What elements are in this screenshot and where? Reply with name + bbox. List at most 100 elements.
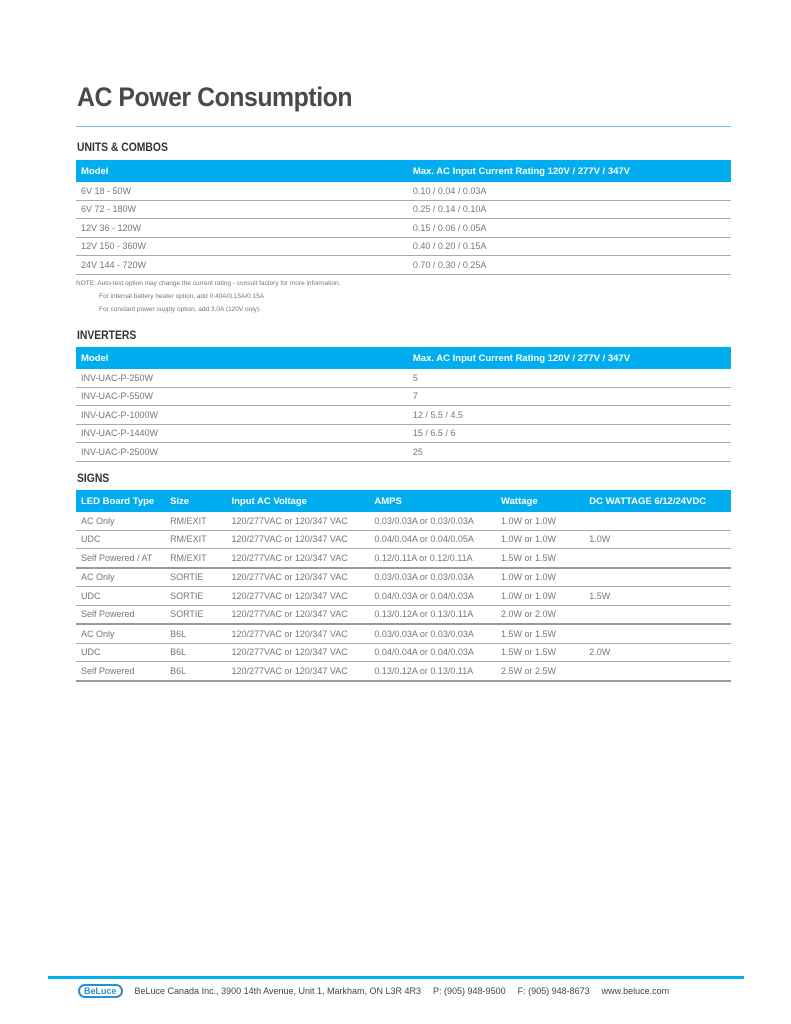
table-cell: 1.0W or 1.0W [496,567,585,587]
table-cell [584,548,731,569]
table-cell: AC Only [76,512,166,531]
table-row: Self Powered SORTIE 120/277VAC or 120/347 … [76,605,731,625]
table-cell: B6L [165,661,227,682]
table-cell: 120/277VAC or 120/347 VAC [226,624,370,644]
column-header: Input AC Voltage [226,490,370,512]
table-cell: 0.25 / 0.14 / 0.10A [407,200,731,219]
page-title: AC Power Consumption [77,82,353,112]
table-cell: 0.04/0.04A or 0.04/0.05A [369,530,497,549]
table-row: 12V 150 - 360W 0.40 / 0.20 / 0.15A [76,237,731,256]
table-row: AC Only RM/EXIT 120/277VAC or 120/347 VAC 0… [76,512,731,531]
table-cell: 1.5W [584,586,731,606]
inverters-heading: INVERTERS [77,330,137,342]
table-cell: SORTIE [165,586,227,606]
table-row: INV-UAC-P-1000W 12 / 5.5 / 4.5 [76,405,731,425]
table-cell: 1.0W or 1.0W [496,530,585,549]
table-cell: 0.03/0.03A or 0.03/0.03A [369,624,497,644]
table-cell: UDC [76,530,166,549]
column-header: LED Board Type [76,490,166,512]
note-line: For internal battery heater option, add … [99,293,265,300]
table-cell: 0.15 / 0.06 / 0.05A [407,218,731,238]
table-cell: 6V 72 - 180W [76,200,408,219]
table-cell: AC Only [76,624,166,644]
table-cell: 2.0W [584,643,731,662]
table-cell: 120/277VAC or 120/347 VAC [226,530,370,549]
table-cell: 0.04/0.04A or 0.04/0.03A [369,643,497,662]
column-header: Model [76,347,408,369]
column-header: Model [76,160,408,182]
signs-heading: SIGNS [77,473,110,485]
table-cell: 24V 144 - 720W [76,255,408,275]
table-cell: 1.0W or 1.0W [496,512,585,531]
table-cell [584,567,731,587]
note-line: NOTE: Auto-test option may change the cu… [76,280,341,287]
footer-website[interactable]: www.beluce.com [601,986,670,996]
note-line: For constant power supply option, add 3.… [99,306,261,313]
table-cell: INV-UAC-P-2500W [76,442,408,462]
table-row: UDC RM/EXIT 120/277VAC or 120/347 VAC 0.04/… [76,530,731,549]
footer-divider [48,976,744,979]
table-cell: 0.03/0.03A or 0.03/0.03A [369,567,497,587]
table-cell: 0.40 / 0.20 / 0.15A [407,237,731,256]
table-cell: UDC [76,586,166,606]
footer-address: BeLuce Canada Inc., 3900 14th Avenue, Un… [134,986,422,996]
signs-table: LED Board Type Size Input AC Voltage AMPS Wa… [76,490,731,682]
table-cell [584,605,731,625]
table-cell: 120/277VAC or 120/347 VAC [226,661,370,682]
table-cell: 2.5W or 2.5W [496,661,585,682]
table-cell: 25 [407,442,731,462]
table-cell: Self Powered [76,605,166,625]
table-cell: 1.0W or 1.0W [496,586,585,606]
table-cell: RM/EXIT [165,512,227,531]
table-cell: 1.5W or 1.5W [496,643,585,662]
table-cell: 120/277VAC or 120/347 VAC [226,643,370,662]
table-cell: B6L [165,624,227,644]
table-cell: SORTIE [165,567,227,587]
table-cell: 12V 150 - 360W [76,237,408,256]
table-cell: RM/EXIT [165,530,227,549]
beluce-logo: BeLuce [78,984,123,998]
table-cell: INV-UAC-P-250W [76,369,408,388]
table-cell: 6V 18 - 50W [76,182,408,201]
footer-phone: P: (905) 948-9500 [433,986,506,996]
table-cell: 120/277VAC or 120/347 VAC [226,586,370,606]
table-row: AC Only SORTIE 120/277VAC or 120/347 VAC 0.… [76,567,731,587]
table-cell: 1.5W or 1.5W [496,548,585,569]
table-cell: 120/277VAC or 120/347 VAC [226,512,370,531]
table-row: Self Powered B6L 120/277VAC or 120/347 VAC… [76,661,731,682]
table-cell: 12V 36 - 120W [76,218,408,238]
table-cell: 12 / 5.5 / 4.5 [407,405,731,425]
table-cell: AC Only [76,567,166,587]
footer: BeLuce BeLuce Canada Inc., 3900 14th Ave… [78,984,669,998]
table-row: UDC SORTIE 120/277VAC or 120/347 VAC 0.04/0… [76,586,731,606]
table-cell: SORTIE [165,605,227,625]
column-header: DC WATTAGE 6/12/24VDC [584,490,731,512]
table-cell: 0.03/0.03A or 0.03/0.03A [369,512,497,531]
column-header: Max. AC Input Current Rating 120V / 277V… [407,347,731,369]
table-row: UDC B6L 120/277VAC or 120/347 VAC 0.04/0.04… [76,643,731,662]
table-cell: 1.0W [584,530,731,549]
table-row: 24V 144 - 720W 0.70 / 0.30 / 0.25A [76,255,731,275]
table-cell: 0.70 / 0.30 / 0.25A [407,255,731,275]
column-header: Wattage [496,490,585,512]
table-row: 6V 72 - 180W 0.25 / 0.14 / 0.10A [76,200,731,219]
table-cell: Self Powered / AT [76,548,166,569]
header-row: LED Board Type Size Input AC Voltage AMPS Wa… [76,490,731,512]
table-row: 6V 18 - 50W 0.10 / 0.04 / 0.03A [76,182,731,201]
table-cell: 0.13/0.12A or 0.13/0.11A [369,605,497,625]
table-cell [584,624,731,644]
table-cell: 0.12/0.11A or 0.12/0.11A [369,548,497,569]
table-cell: 0.10 / 0.04 / 0.03A [407,182,731,201]
table-cell: 0.13/0.12A or 0.13/0.11A [369,661,497,682]
table-cell [584,512,731,531]
header-row: Model Max. AC Input Current Rating 120V /… [76,160,731,182]
table-cell [584,661,731,682]
table-row: 12V 36 - 120W 0.15 / 0.06 / 0.05A [76,218,731,238]
table-row: INV-UAC-P-250W 5 [76,369,731,388]
table-cell: INV-UAC-P-1000W [76,405,408,425]
table-cell: 5 [407,369,731,388]
table-row: AC Only B6L 120/277VAC or 120/347 VAC 0.03/… [76,624,731,644]
column-header: AMPS [369,490,497,512]
header-row: Model Max. AC Input Current Rating 120V /… [76,347,731,369]
column-header: Size [165,490,227,512]
